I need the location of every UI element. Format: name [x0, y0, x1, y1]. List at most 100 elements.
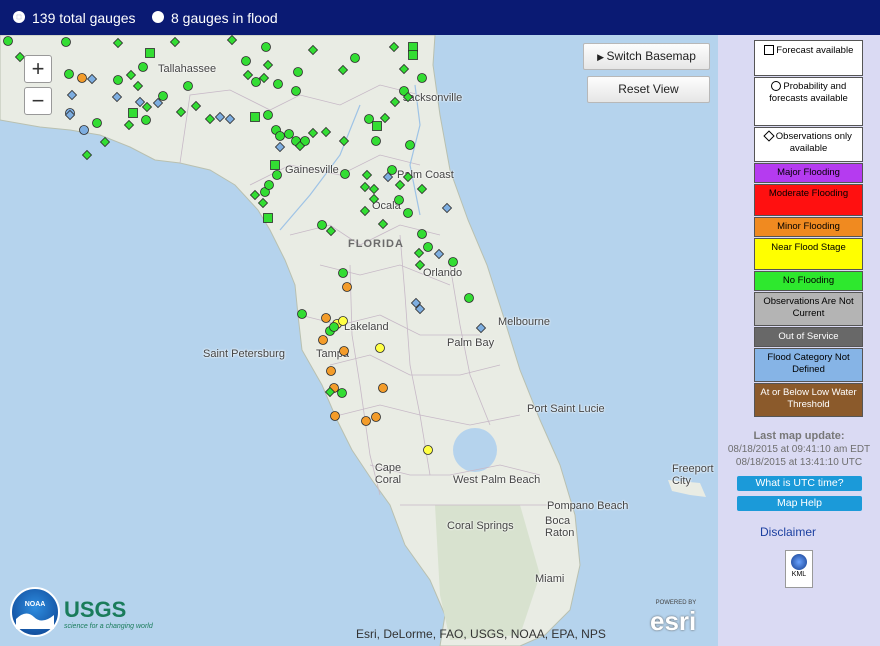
gauge-marker-no-flooding[interactable] [329, 322, 339, 332]
gauge-marker-no-flooding[interactable] [64, 69, 74, 79]
gauge-marker-no-flooding[interactable] [61, 37, 71, 47]
gauge-marker-undefined[interactable] [64, 109, 76, 121]
gauge-marker-no-flooding[interactable] [250, 112, 260, 122]
gauge-marker-no-flooding[interactable] [379, 112, 391, 124]
gauge-marker-no-flooding[interactable] [275, 131, 285, 141]
reset-view-button[interactable]: Reset View [587, 76, 710, 103]
gauge-marker-no-flooding[interactable] [364, 114, 374, 124]
gauge-marker-minor[interactable] [77, 73, 87, 83]
gauge-marker-no-flooding[interactable] [291, 86, 301, 96]
gauge-marker-minor[interactable] [371, 412, 381, 422]
gauge-marker-undefined[interactable] [274, 141, 286, 153]
gauge-marker-no-flooding[interactable] [359, 205, 371, 217]
gauge-marker-no-flooding[interactable] [408, 50, 418, 60]
gauge-marker-no-flooding[interactable] [337, 64, 349, 76]
gauge-marker-no-flooding[interactable] [320, 126, 332, 138]
gauge-marker-no-flooding[interactable] [169, 36, 181, 48]
gauge-marker-no-flooding[interactable] [183, 81, 193, 91]
gauge-marker-undefined[interactable] [86, 73, 98, 85]
gauge-marker-no-flooding[interactable] [416, 183, 428, 195]
flood-gauges-radio[interactable] [152, 11, 164, 23]
gauge-marker-no-flooding[interactable] [99, 136, 111, 148]
gauge-marker-no-flooding[interactable] [417, 229, 427, 239]
gauge-marker-no-flooding[interactable] [251, 77, 261, 87]
gauge-marker-no-flooding[interactable] [368, 193, 380, 205]
gauge-marker-no-flooding[interactable] [359, 181, 371, 193]
gauge-marker-minor[interactable] [318, 335, 328, 345]
gauge-marker-no-flooding[interactable] [405, 140, 415, 150]
gauge-marker-undefined[interactable] [410, 297, 422, 309]
gauge-marker-no-flooding[interactable] [270, 160, 280, 170]
gauge-marker-no-flooding[interactable] [448, 257, 458, 267]
gauge-marker-no-flooding[interactable] [402, 171, 414, 183]
gauge-marker-no-flooding[interactable] [317, 220, 327, 230]
gauge-marker-no-flooding[interactable] [388, 41, 400, 53]
gauge-marker-no-flooding[interactable] [272, 170, 282, 180]
gauge-marker-no-flooding[interactable] [258, 72, 270, 84]
gauge-marker-undefined[interactable] [441, 202, 453, 214]
total-gauges-label[interactable]: 139 total gauges [32, 10, 136, 26]
gauge-marker-no-flooding[interactable] [241, 56, 251, 66]
gauge-marker-minor[interactable] [339, 346, 349, 356]
gauge-marker-undefined[interactable] [475, 322, 487, 334]
gauge-marker-no-flooding[interactable] [264, 180, 274, 190]
gauge-marker-undefined[interactable] [79, 125, 89, 135]
gauge-marker-no-flooding[interactable] [138, 62, 148, 72]
gauge-marker-no-flooding[interactable] [361, 169, 373, 181]
gauge-marker-no-flooding[interactable] [340, 169, 350, 179]
gauge-marker-undefined[interactable] [382, 171, 394, 183]
gauge-marker-no-flooding[interactable] [92, 118, 102, 128]
gauge-marker-no-flooding[interactable] [123, 119, 135, 131]
gauge-marker-no-flooding[interactable] [14, 51, 26, 63]
gauge-marker-no-flooding[interactable] [263, 110, 273, 120]
gauge-marker-no-flooding[interactable] [402, 91, 414, 103]
gauge-marker-no-flooding[interactable] [249, 189, 261, 201]
gauge-marker-no-flooding[interactable] [226, 35, 238, 46]
gauge-marker-no-flooding[interactable] [389, 96, 401, 108]
gauge-marker-no-flooding[interactable] [132, 80, 144, 92]
gauge-marker-no-flooding[interactable] [175, 106, 187, 118]
map-view[interactable]: FLORIDA Tallahassee Jacksonville Gainesv… [0, 35, 718, 646]
gauge-marker-undefined[interactable] [414, 303, 426, 315]
disclaimer-link[interactable]: Disclaimer [760, 525, 817, 539]
gauge-marker-no-flooding[interactable] [141, 101, 153, 113]
gauge-marker-undefined[interactable] [433, 248, 445, 260]
utc-help-button[interactable]: What is UTC time? [737, 476, 862, 491]
gauge-marker-no-flooding[interactable] [145, 48, 155, 58]
gauge-marker-no-flooding[interactable] [158, 91, 168, 101]
gauge-marker-undefined[interactable] [66, 89, 78, 101]
gauge-marker-no-flooding[interactable] [190, 100, 202, 112]
gauge-marker-no-flooding[interactable] [293, 67, 303, 77]
gauge-marker-no-flooding[interactable] [398, 63, 410, 75]
gauge-marker-undefined[interactable] [224, 113, 236, 125]
gauge-marker-no-flooding[interactable] [81, 149, 93, 161]
kml-download-button[interactable]: KML [785, 550, 813, 588]
zoom-in-button[interactable]: + [24, 55, 52, 83]
gauge-marker-no-flooding[interactable] [350, 53, 360, 63]
gauge-marker-no-flooding[interactable] [141, 115, 151, 125]
gauge-marker-no-flooding[interactable] [125, 69, 137, 81]
gauge-marker-no-flooding[interactable] [399, 86, 409, 96]
zoom-out-button[interactable]: − [24, 87, 52, 115]
gauge-marker-undefined[interactable] [111, 91, 123, 103]
gauge-marker-minor[interactable] [330, 411, 340, 421]
gauge-marker-no-flooding[interactable] [372, 121, 382, 131]
gauge-marker-no-flooding[interactable] [261, 42, 271, 52]
gauge-marker-no-flooding[interactable] [307, 44, 319, 56]
gauge-marker-no-flooding[interactable] [300, 136, 310, 146]
gauge-marker-no-flooding[interactable] [257, 197, 269, 209]
gauge-marker-minor[interactable] [321, 313, 331, 323]
gauge-marker-no-flooding[interactable] [262, 59, 274, 71]
gauge-marker-no-flooding[interactable] [204, 113, 216, 125]
gauge-marker-no-flooding[interactable] [242, 69, 254, 81]
gauge-marker-near[interactable] [375, 343, 385, 353]
gauge-marker-no-flooding[interactable] [423, 242, 433, 252]
gauge-marker-no-flooding[interactable] [112, 37, 124, 49]
gauge-marker-no-flooding[interactable] [377, 218, 389, 230]
gauge-marker-no-flooding[interactable] [128, 108, 138, 118]
gauge-marker-no-flooding[interactable] [337, 388, 347, 398]
total-gauges-radio[interactable] [13, 11, 25, 23]
gauge-marker-no-flooding[interactable] [338, 268, 348, 278]
gauge-marker-minor[interactable] [361, 416, 371, 426]
gauge-marker-near[interactable] [338, 316, 348, 326]
